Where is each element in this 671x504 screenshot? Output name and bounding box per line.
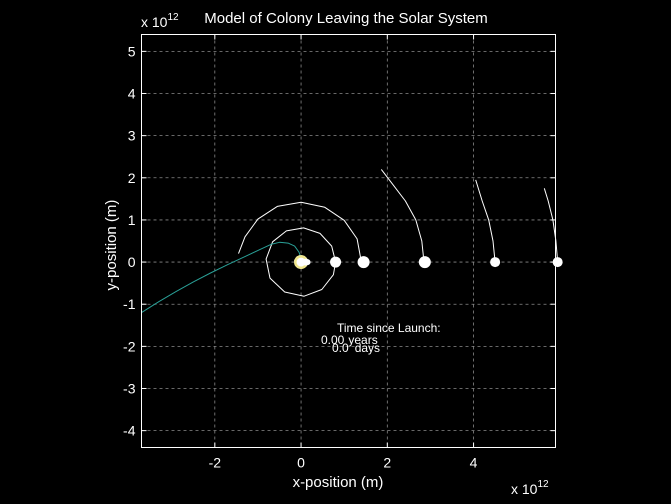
annotation-years-unit: years	[348, 333, 377, 347]
planet-orbit-line	[475, 179, 496, 263]
time-annotation: Time since Launch: 0.00 years 0.0 days	[321, 321, 441, 355]
planet-marker	[418, 256, 431, 269]
annotation-days-value: 0.0	[332, 341, 349, 355]
y-tick-label: 5	[128, 43, 136, 59]
planet-marker	[490, 257, 501, 268]
x-tick-label: -2	[209, 455, 222, 471]
planet-orbit-line	[238, 201, 362, 263]
tick-layer: -2 0 2 4 -4 -3 -2 -1 0 1 2 3 4 5	[123, 34, 556, 471]
x-tick-label: 2	[383, 455, 391, 471]
planet-marker	[330, 256, 342, 268]
grid-layer	[141, 34, 556, 448]
body-layer	[294, 255, 563, 270]
planet-marker	[357, 256, 370, 269]
annotation-years-value: 0.00	[321, 333, 345, 347]
y-tick-label: -4	[123, 423, 136, 439]
planet-marker	[304, 259, 311, 266]
y-tick-label: 2	[128, 170, 136, 186]
annotation-days: 0.0 days	[332, 341, 380, 355]
y-tick-label: -1	[123, 296, 136, 312]
y-exponent-label: x 1012	[141, 12, 179, 30]
colony-trajectory-line	[141, 241, 302, 314]
y-tick-label: -2	[123, 338, 136, 354]
y-axis-label: y-position (m)	[103, 200, 120, 291]
y-tick-label: 3	[128, 128, 136, 144]
x-axis-label: x-position (m)	[293, 474, 384, 491]
y-tick-label: -3	[123, 381, 136, 397]
x-exponent-label: x 1012	[511, 479, 549, 497]
y-tick-label: 1	[128, 212, 136, 228]
planet-orbit-line	[265, 227, 337, 297]
x-tick-label: 0	[297, 455, 305, 471]
y-tick-label: 0	[128, 254, 136, 270]
chart-title: Model of Colony Leaving the Solar System	[204, 10, 487, 27]
annotation-header: Time since Launch:	[337, 321, 441, 335]
x-tick-label: 4	[470, 455, 478, 471]
plot-frame	[141, 34, 556, 448]
annotation-years: 0.00 years	[321, 333, 378, 347]
annotation-days-unit: days	[355, 341, 380, 355]
planet-orbit-line	[380, 169, 425, 263]
y-tick-label: 4	[128, 86, 136, 102]
